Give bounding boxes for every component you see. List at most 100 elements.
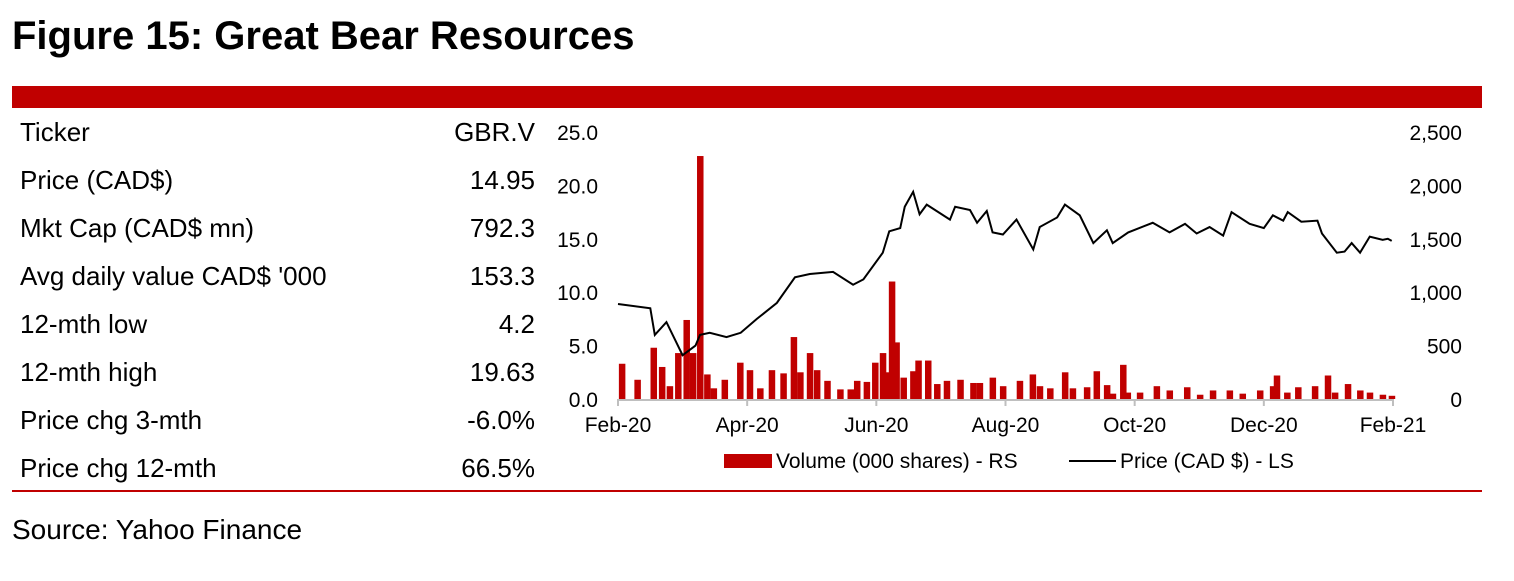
volume-bar [1036,386,1044,399]
volume-bar [666,386,674,399]
x-tick-label: Feb-20 [585,414,652,437]
volume-bar [813,370,821,399]
volume-bar [1153,386,1161,399]
volume-bar [1366,392,1374,399]
volume-bar [790,337,798,399]
volume-bar [900,377,907,399]
volume-bar [1047,388,1054,399]
volume-bar [797,372,804,399]
volume-bar [704,374,711,399]
volume-bar [1166,390,1174,399]
stats-value: 792.3 [469,212,535,243]
volume-bar [1093,371,1101,399]
volume-bar [746,370,754,399]
volume-bar [824,380,831,399]
volume-bar [1103,385,1111,399]
stats-row: Price chg 12-mth 66.5% [20,448,535,488]
y-left-tick-label: 25.0 [557,122,598,145]
stats-value: GBR.V [454,116,535,147]
stats-value: 153.3 [469,260,535,291]
volume-bar [658,366,666,399]
stats-row: Price chg 3-mth -6.0% [20,400,535,440]
y-left-tick-label: 5.0 [569,336,598,359]
volume-bar [1183,387,1191,399]
y-right-tick-label: 500 [1427,336,1462,359]
volume-bar [697,156,704,399]
volume-bar [1209,390,1217,399]
stats-label: Ticker [20,116,90,147]
volume-bar [1069,388,1077,399]
volume-bar [650,347,658,399]
volume-bar [879,353,887,399]
volume-bar [1109,393,1117,399]
legend-volume-swatch [724,454,772,468]
volume-bar [989,377,997,399]
volume-bar [1331,392,1339,399]
volume-bar [893,342,900,399]
volume-bar [888,281,896,399]
y-right-tick-label: 2,000 [1409,175,1462,198]
volume-bar [683,319,690,399]
stats-row: Ticker GBR.V [20,112,535,152]
x-tick-label: Feb-21 [1360,414,1427,437]
volume-bar [957,379,964,399]
y-right-tick-label: 0 [1450,389,1462,412]
volume-bar [710,388,718,399]
volume-bar [976,382,984,399]
y-right-tick-label: 1,000 [1409,282,1462,305]
legend-price-label: Price (CAD $) - LS [1120,450,1294,473]
volume-bar [847,389,854,399]
volume-bar [1196,394,1204,399]
x-tick-label: Apr-20 [716,414,779,437]
volume-bar [618,363,626,399]
stats-row: Mkt Cap (CAD$ mn) 792.3 [20,208,535,248]
stats-value: 66.5% [461,452,535,483]
x-tick-label: Jun-20 [844,414,908,437]
y-left-tick-label: 10.0 [557,282,598,305]
stats-label: Price chg 3-mth [20,404,203,435]
figure-title: Figure 15: Great Bear Resources [12,14,635,58]
volume-bar [915,360,922,399]
volume-bar [1239,393,1247,399]
volume-bar [737,362,744,399]
x-tick-label: Aug-20 [972,414,1040,437]
volume-bar [1256,390,1264,399]
volume-bar [1388,395,1396,399]
volume-bar [910,371,917,399]
stats-row: Price (CAD$) 14.95 [20,160,535,200]
volume-bar [806,353,814,399]
stats-row: 12-mth low 4.2 [20,304,535,344]
volume-bar [1379,394,1387,399]
volume-bar [999,386,1007,399]
source-note: Source: Yahoo Finance [12,514,303,545]
volume-bar [675,353,682,399]
legend-volume-label: Volume (000 shares) - RS [776,450,1018,473]
volume-bar [1311,386,1319,399]
volume-bar [872,362,879,399]
y-right-tick-label: 2,500 [1409,122,1462,145]
volume-bar [1124,392,1132,399]
volume-bar [1284,392,1291,399]
volume-bar [757,388,764,399]
stats-label: Price chg 12-mth [20,452,217,483]
volume-bar [1120,364,1127,399]
price-line [617,189,1393,357]
volume-bar [1273,375,1281,399]
header-band [12,86,1482,108]
volume-bar [943,380,951,399]
y-left-tick-label: 15.0 [557,229,598,252]
stats-label: 12-mth low [20,308,148,339]
volume-bar [1269,386,1277,399]
volume-bar [970,382,977,399]
volume-bar [1357,390,1364,399]
stats-label: Avg daily value CAD$ '000 [20,260,327,291]
volume-bar [768,370,776,399]
stats-value: 14.95 [469,164,535,195]
volume-bar [837,389,844,399]
volume-bar [925,360,932,399]
stats-label: Mkt Cap (CAD$ mn) [20,212,255,243]
volume-bar [1016,380,1024,399]
volume-bar [934,384,941,399]
stats-value: 4.2 [498,308,535,339]
volume-bar [1324,375,1332,399]
